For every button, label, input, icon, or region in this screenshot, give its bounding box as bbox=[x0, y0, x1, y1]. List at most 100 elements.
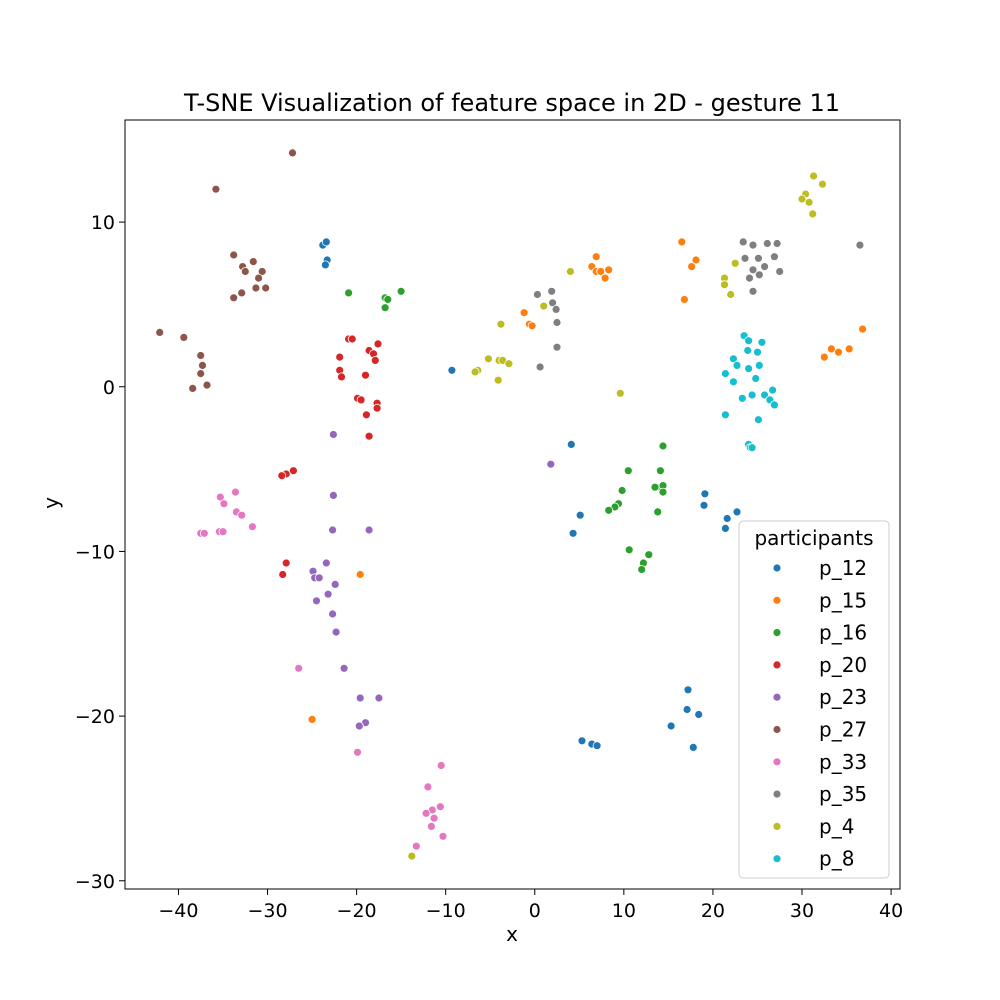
legend-box bbox=[738, 520, 890, 879]
point-p23-3 bbox=[328, 525, 338, 535]
x-tick-label: 30 bbox=[790, 900, 814, 922]
point-p33-5 bbox=[247, 522, 257, 532]
point-p4-20 bbox=[615, 388, 625, 398]
point-p8-18 bbox=[721, 410, 730, 420]
point-p35-15 bbox=[533, 290, 542, 299]
point-p15-4 bbox=[604, 265, 614, 275]
point-p35-12 bbox=[775, 267, 785, 276]
legend-marker-p35 bbox=[772, 789, 782, 799]
point-p15-5 bbox=[600, 273, 610, 283]
point-p12-12 bbox=[721, 524, 730, 533]
point-p20-15 bbox=[364, 431, 374, 441]
point-p4-13 bbox=[483, 354, 493, 364]
point-p33-12 bbox=[436, 761, 446, 770]
point-p15-8 bbox=[687, 262, 696, 272]
point-p27-14 bbox=[196, 351, 206, 360]
point-p12-7 bbox=[568, 528, 578, 538]
x-axis-label: x bbox=[506, 922, 518, 946]
point-p23-5 bbox=[321, 558, 331, 568]
y-tick-label: 0 bbox=[103, 377, 115, 399]
point-p35-19 bbox=[552, 342, 562, 352]
point-p20-6 bbox=[370, 355, 380, 365]
point-p35-11 bbox=[745, 273, 754, 283]
point-p27-18 bbox=[188, 383, 198, 393]
point-p4-5 bbox=[808, 209, 818, 219]
point-p15-16 bbox=[844, 344, 854, 354]
point-p4-1 bbox=[818, 179, 827, 189]
point-p15-18 bbox=[355, 570, 365, 579]
legend-label-p8: p_8 bbox=[819, 847, 854, 871]
point-p16-0 bbox=[344, 288, 354, 298]
point-p27-6 bbox=[257, 267, 267, 276]
point-p23-15 bbox=[355, 693, 365, 703]
point-p8-2 bbox=[757, 337, 767, 347]
legend-marker-p15 bbox=[772, 595, 782, 605]
point-p20-13 bbox=[372, 403, 382, 413]
point-p35-9 bbox=[760, 262, 769, 272]
point-p33-10 bbox=[294, 663, 304, 673]
point-p23-8 bbox=[314, 573, 324, 583]
data-points bbox=[155, 148, 867, 861]
x-tick-label: 40 bbox=[879, 900, 903, 922]
point-p8-3 bbox=[743, 346, 753, 355]
point-p15-0 bbox=[591, 252, 601, 262]
point-p15-7 bbox=[691, 255, 701, 265]
point-p27-15 bbox=[198, 360, 207, 370]
point-p23-13 bbox=[331, 627, 341, 637]
point-p15-19 bbox=[307, 715, 317, 724]
point-p4-11 bbox=[539, 301, 549, 311]
point-p8-5 bbox=[729, 354, 738, 364]
point-p23-10 bbox=[323, 589, 333, 599]
point-p33-4 bbox=[237, 510, 247, 520]
point-p23-4 bbox=[364, 525, 374, 535]
point-p23-1 bbox=[546, 459, 556, 469]
point-p33-1 bbox=[215, 492, 225, 502]
point-p16-10 bbox=[658, 487, 668, 497]
legend-label-p12: p_12 bbox=[819, 556, 867, 580]
point-p12-3 bbox=[320, 260, 330, 270]
point-p16-12 bbox=[617, 486, 627, 495]
point-p27-12 bbox=[155, 327, 165, 337]
point-p12-11 bbox=[722, 514, 732, 523]
legend-marker-p23 bbox=[772, 692, 782, 702]
point-p27-16 bbox=[196, 369, 206, 379]
point-p4-19 bbox=[493, 375, 503, 385]
point-p8-6 bbox=[732, 360, 742, 370]
legend-label-p27: p_27 bbox=[819, 718, 867, 742]
point-p16-4 bbox=[380, 303, 390, 313]
legend-title: participants bbox=[754, 526, 873, 550]
point-p27-0 bbox=[288, 148, 297, 158]
point-p8-13 bbox=[747, 390, 757, 400]
point-p33-18 bbox=[426, 822, 436, 831]
legend-label-p23: p_23 bbox=[819, 685, 867, 709]
point-p27-1 bbox=[211, 184, 221, 194]
point-p16-17 bbox=[624, 545, 634, 555]
x-tick-label: 20 bbox=[701, 900, 725, 922]
point-p15-15 bbox=[834, 347, 843, 357]
point-p20-18 bbox=[277, 471, 287, 481]
point-p4-10 bbox=[726, 290, 736, 299]
point-p8-11 bbox=[751, 374, 761, 383]
legend-marker-p33 bbox=[772, 757, 782, 767]
point-p8-9 bbox=[721, 369, 730, 379]
point-p27-17 bbox=[202, 380, 212, 390]
point-p16-7 bbox=[656, 466, 665, 476]
legend-marker-p12 bbox=[772, 563, 782, 573]
point-p20-16 bbox=[288, 466, 298, 476]
point-p27-2 bbox=[229, 250, 239, 260]
point-p33-13 bbox=[423, 782, 433, 792]
point-p15-17 bbox=[819, 352, 829, 362]
legend-marker-p20 bbox=[772, 660, 782, 670]
y-tick-label: 10 bbox=[91, 212, 115, 234]
point-p4-16 bbox=[504, 359, 514, 369]
point-p23-18 bbox=[354, 721, 364, 731]
point-p33-20 bbox=[411, 841, 421, 851]
point-p8-8 bbox=[754, 360, 764, 370]
point-p8-19 bbox=[754, 415, 763, 425]
point-p12-4 bbox=[447, 365, 457, 375]
point-p33-16 bbox=[421, 808, 431, 818]
point-p35-10 bbox=[754, 270, 764, 280]
point-p12-6 bbox=[575, 510, 585, 520]
point-p4-7 bbox=[566, 267, 575, 276]
